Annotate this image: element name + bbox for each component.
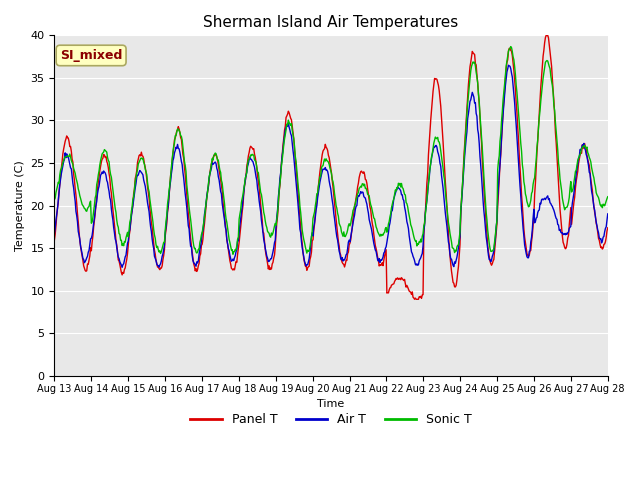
Sonic T bbox=[229, 252, 237, 257]
Panel T bbox=[415, 294, 423, 300]
Legend: Panel T, Air T, Sonic T: Panel T, Air T, Sonic T bbox=[186, 408, 477, 431]
Panel T bbox=[542, 33, 550, 38]
Panel T bbox=[411, 297, 419, 302]
Text: SI_mixed: SI_mixed bbox=[60, 49, 122, 62]
Panel T bbox=[173, 127, 181, 132]
Air T bbox=[51, 231, 58, 237]
Air T bbox=[204, 188, 211, 194]
Sonic T bbox=[415, 239, 423, 244]
Air T bbox=[399, 196, 407, 202]
Panel T bbox=[399, 276, 406, 282]
Air T bbox=[604, 211, 612, 217]
X-axis label: Time: Time bbox=[317, 399, 345, 409]
Sonic T bbox=[604, 194, 612, 200]
Line: Air T: Air T bbox=[54, 65, 608, 267]
Air T bbox=[118, 262, 125, 268]
Panel T bbox=[203, 195, 211, 201]
Line: Panel T: Panel T bbox=[54, 36, 608, 300]
Sonic T bbox=[61, 155, 68, 161]
Sonic T bbox=[399, 185, 407, 191]
Panel T bbox=[118, 270, 125, 276]
Air T bbox=[415, 258, 423, 264]
Air T bbox=[504, 62, 512, 68]
Air T bbox=[118, 264, 126, 270]
Sonic T bbox=[51, 197, 58, 203]
Sonic T bbox=[173, 126, 181, 132]
Sonic T bbox=[507, 44, 515, 49]
Panel T bbox=[604, 225, 612, 231]
Sonic T bbox=[118, 238, 125, 243]
Air T bbox=[175, 145, 182, 151]
Y-axis label: Temperature (C): Temperature (C) bbox=[15, 160, 25, 251]
Line: Sonic T: Sonic T bbox=[54, 47, 608, 254]
Title: Sherman Island Air Temperatures: Sherman Island Air Temperatures bbox=[204, 15, 459, 30]
Panel T bbox=[51, 237, 58, 243]
Sonic T bbox=[203, 195, 211, 201]
Panel T bbox=[61, 143, 68, 148]
Air T bbox=[61, 156, 68, 162]
